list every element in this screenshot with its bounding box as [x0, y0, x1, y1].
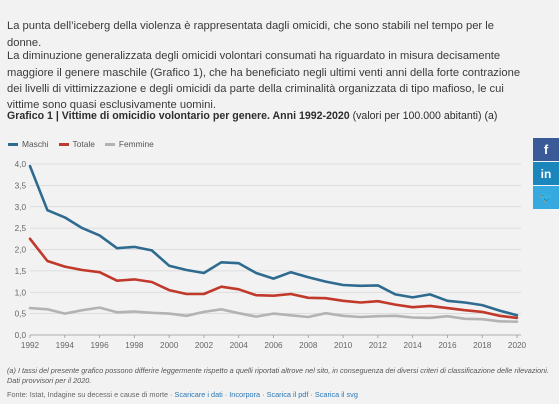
y-tick-label: 1,0 [15, 288, 27, 297]
x-tick-label: 1998 [125, 341, 144, 350]
intro-paragraph-1: La punta dell’iceberg della violenza è r… [7, 20, 494, 49]
x-tick-label: 2016 [438, 341, 457, 350]
x-tick-label: 2020 [508, 341, 527, 350]
legend-item-totale[interactable]: Totale [58, 139, 95, 149]
twitter-icon: 🐦 [539, 192, 553, 204]
legend-label-totale: Totale [72, 139, 95, 149]
x-tick-label: 1996 [90, 341, 109, 350]
legend-swatch-maschi [8, 142, 18, 146]
download-data-link[interactable]: Scaricare i dati [174, 390, 223, 399]
linkedin-icon: in [540, 166, 552, 181]
x-tick-label: 1994 [56, 341, 75, 350]
x-tick-label: 2010 [334, 341, 353, 350]
x-tick-label: 2014 [404, 341, 423, 350]
legend-label-femmine: Femmine [118, 139, 154, 149]
chart-legend: Maschi Totale Femmine [8, 139, 164, 149]
x-tick-label: 2002 [195, 341, 214, 350]
chart-title-bold: Grafico 1 | Vittime di omicidio volontar… [7, 110, 350, 122]
linkedin-share-button[interactable]: in [533, 162, 559, 185]
legend-swatch-totale [58, 142, 69, 146]
source-text: Fonte: Istat, Indagine su decessi e caus… [7, 390, 175, 399]
series-line-totale [28, 237, 519, 320]
series-line-maschi [28, 164, 519, 317]
x-tick-label: 2012 [369, 341, 388, 350]
series-line-femmine [28, 306, 519, 323]
chart-note: (a) I tassi del presente grafico possono… [7, 366, 549, 385]
y-tick-label: 0,0 [15, 331, 27, 340]
y-tick-label: 2,0 [15, 246, 27, 255]
y-tick-label: 4,0 [15, 160, 27, 169]
x-tick-label: 2018 [473, 341, 492, 350]
legend-swatch-femmine [104, 142, 115, 146]
x-tick-label: 2008 [299, 341, 318, 350]
y-tick-label: 2,5 [15, 224, 27, 233]
intro-paragraph-2: La diminuzione generalizzata degli omici… [7, 50, 521, 112]
line-chart: 0,0 0,5 1,0 1,5 2,0 2,5 3,0 3,5 4,0 1992 1994 1996 1… [15, 160, 527, 350]
x-tick-label: 1992 [21, 341, 40, 350]
legend-item-maschi[interactable]: Maschi [8, 139, 49, 149]
download-pdf-link[interactable]: Scarica il pdf [266, 390, 309, 399]
legend-item-femmine[interactable]: Femmine [104, 139, 154, 149]
x-tick-label: 2000 [160, 341, 179, 350]
chart-source: Fonte: Istat, Indagine su decessi e caus… [7, 390, 358, 399]
chart-title: Grafico 1 | Vittime di omicidio volontar… [7, 110, 497, 122]
facebook-share-button[interactable]: f [533, 138, 559, 161]
chart-title-rest: (valori per 100.000 abitanti) (a) [349, 110, 498, 122]
download-svg-link[interactable]: Scarica il svg [314, 390, 358, 399]
x-tick-label: 2006 [264, 341, 283, 350]
y-tick-label: 1,5 [15, 267, 27, 276]
legend-label-maschi: Maschi [22, 139, 49, 149]
twitter-share-button[interactable]: 🐦 [533, 186, 559, 209]
y-tick-label: 0,5 [15, 310, 27, 319]
x-tick-label: 2004 [230, 341, 249, 350]
y-tick-label: 3,0 [15, 203, 27, 212]
embed-link[interactable]: Incorpora [229, 390, 261, 399]
y-tick-label: 3,5 [15, 181, 27, 190]
facebook-icon: f [543, 142, 549, 157]
